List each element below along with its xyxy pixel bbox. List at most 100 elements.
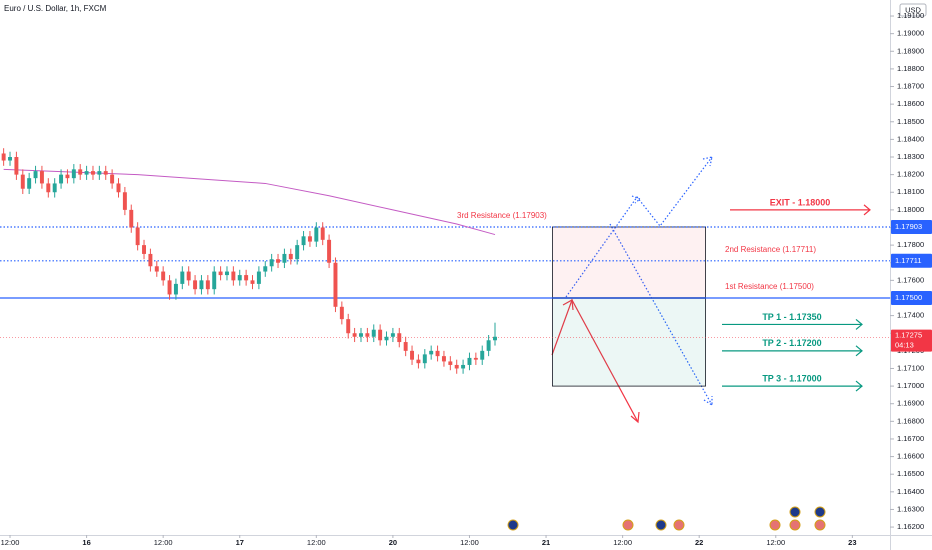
candle-body (90, 171, 95, 175)
candle (454, 359, 459, 374)
event-icon[interactable] (769, 519, 781, 531)
candle-body (167, 280, 172, 295)
chart-title: Euro / U.S. Dollar, 1h, FXCM (4, 4, 107, 13)
arrow-head (562, 299, 574, 311)
candle-body (359, 333, 363, 337)
x-tick-label: 12:00 (307, 538, 326, 547)
candle (486, 334, 491, 357)
candle-body (346, 319, 351, 334)
candle (14, 151, 19, 180)
candle-body (193, 280, 198, 290)
candle (371, 324, 376, 343)
event-icon[interactable] (814, 506, 826, 518)
event-icon[interactable] (789, 519, 801, 531)
resistance-annotation: 2nd Resistance (1.17711) (725, 245, 816, 254)
event-icon[interactable] (673, 519, 685, 531)
candle-body (314, 227, 319, 242)
event-icon[interactable] (622, 519, 634, 531)
candle-body (27, 178, 32, 189)
candle (39, 165, 44, 189)
price-label: 1.17903 (895, 222, 922, 231)
candle-body (282, 253, 287, 263)
event-icon[interactable] (507, 519, 519, 531)
x-tick-label: 12:00 (1, 538, 20, 547)
candle (384, 331, 389, 346)
candle (218, 266, 223, 281)
y-tick-label: 1.18700 (897, 82, 924, 91)
candle (295, 239, 300, 265)
event-icon[interactable] (655, 519, 667, 531)
y-tick-label: 1.18000 (897, 205, 924, 214)
candle-body (467, 357, 472, 365)
candle-body (39, 171, 44, 184)
candle-body (365, 333, 370, 337)
y-tick-label: 1.18800 (897, 64, 924, 73)
candle (116, 178, 121, 198)
candle-body (320, 227, 325, 240)
arrow-head (702, 156, 713, 167)
events (507, 506, 826, 531)
candle-body (180, 271, 185, 284)
candle-body (65, 174, 70, 179)
candle-body (493, 336, 497, 341)
candle-body (46, 183, 51, 193)
candle (422, 349, 427, 369)
candle (244, 269, 249, 286)
candle (282, 248, 287, 269)
candle (288, 248, 293, 265)
event-icon[interactable] (789, 506, 801, 518)
resistance-annotation: 3rd Resistance (1.17903) (457, 211, 547, 220)
candle (225, 266, 229, 281)
candle-body (78, 169, 83, 175)
candle (365, 327, 370, 343)
candle (59, 169, 64, 189)
y-tick-label: 1.16200 (897, 522, 924, 531)
candle (473, 352, 478, 365)
candle-body (263, 266, 268, 272)
candle (339, 301, 344, 325)
candle-body (84, 171, 89, 175)
candle (193, 275, 198, 295)
candle-body (103, 171, 108, 175)
candle (346, 313, 351, 339)
countdown: 04:13 (895, 341, 914, 350)
last-price-label: 1.17275 (895, 331, 922, 340)
candle-body (244, 275, 249, 281)
candle-body (129, 209, 134, 228)
candle (186, 266, 191, 286)
candle (461, 359, 466, 374)
x-tick-label: 12:00 (460, 538, 479, 547)
price-label-box (891, 219, 932, 234)
candle (237, 269, 242, 286)
candle (78, 164, 83, 180)
candle (448, 356, 453, 371)
candle (256, 266, 261, 290)
x-tick-label: 23 (848, 538, 856, 547)
candle-body (8, 157, 12, 161)
y-tick-label: 1.18600 (897, 99, 924, 108)
y-tick-label: 1.16600 (897, 452, 924, 461)
candle (378, 324, 383, 346)
event-icon[interactable] (814, 519, 826, 531)
candle (416, 354, 421, 369)
y-tick-label: 1.16300 (897, 504, 924, 513)
currency: USD (905, 5, 921, 14)
candle (20, 169, 25, 195)
candle (327, 234, 332, 269)
y-tick-label: 1.18900 (897, 46, 924, 55)
candle-body (199, 280, 204, 290)
candle-body (237, 275, 242, 281)
target-arrow-head (855, 318, 863, 330)
candle (269, 253, 274, 272)
currency-box[interactable] (899, 3, 927, 17)
target-arrow-head (855, 380, 863, 392)
candle (205, 275, 210, 295)
arrow-head (703, 396, 713, 407)
candle (493, 322, 497, 346)
candle-body (122, 192, 127, 210)
candle (135, 222, 140, 251)
candle (212, 266, 217, 295)
candle-body (71, 169, 76, 179)
